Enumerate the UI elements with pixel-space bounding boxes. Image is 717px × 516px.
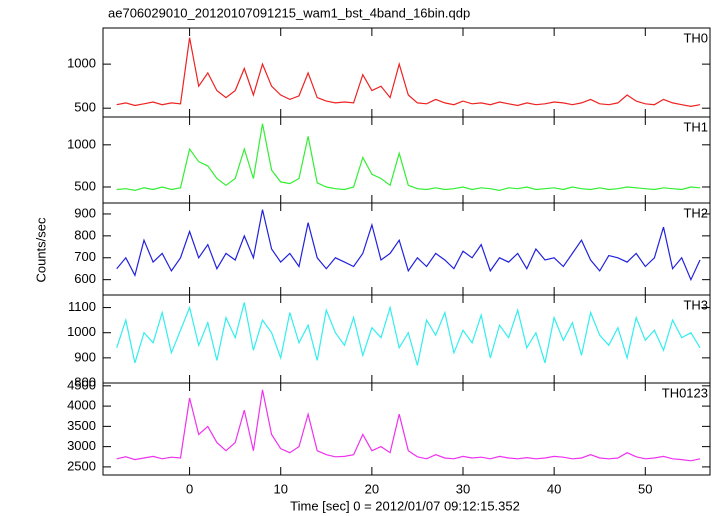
- series-line: [116, 302, 701, 366]
- y-tick-label: 700: [74, 249, 96, 264]
- y-tick-label: 1100: [68, 299, 96, 314]
- y-tick-label: 600: [74, 271, 96, 286]
- x-tick-label: 10: [273, 481, 287, 496]
- series-line: [116, 123, 701, 192]
- panel-frame: [102, 382, 711, 476]
- x-tick-label: 0: [186, 481, 193, 496]
- y-tick-label: 1000: [67, 324, 96, 339]
- panel-label: TH0123: [662, 385, 708, 400]
- x-axis-label: Time [sec] 0 = 2012/01/07 09:12:15.352: [290, 498, 520, 513]
- series-line: [116, 209, 701, 282]
- y-tick-label: 1000: [67, 136, 96, 151]
- panel-frame: [102, 27, 711, 118]
- y-tick-label: 500: [74, 178, 96, 193]
- x-tick-label: 50: [638, 481, 652, 496]
- panel-frame: [102, 116, 711, 204]
- y-tick-label: 800: [74, 227, 96, 242]
- y-tick-label: 3000: [67, 438, 96, 453]
- x-tick-label: 30: [456, 481, 470, 496]
- y-axis-label: Counts/sec: [33, 217, 48, 283]
- series-line: [116, 389, 701, 462]
- panel-frame: [102, 294, 711, 384]
- y-tick-label: 3500: [67, 418, 96, 433]
- y-tick-label: 2500: [67, 458, 96, 473]
- panel-label: TH1: [683, 119, 708, 134]
- y-tick-label: 4500: [67, 377, 96, 392]
- y-tick-label: 1000: [67, 56, 96, 71]
- panel-label: TH0: [683, 30, 708, 45]
- panel-label: TH3: [683, 297, 708, 312]
- y-tick-label: 500: [74, 100, 96, 115]
- x-tick-label: 20: [365, 481, 379, 496]
- panel-frame: [102, 202, 711, 296]
- chart-title: ae706029010_20120107091215_wam1_bst_4ban…: [108, 5, 470, 20]
- x-tick-label: 40: [547, 481, 561, 496]
- y-tick-label: 900: [74, 349, 96, 364]
- panel-label: TH2: [683, 205, 708, 220]
- y-tick-label: 900: [74, 205, 96, 220]
- series-line: [116, 37, 701, 108]
- y-tick-label: 800: [74, 374, 96, 389]
- y-tick-label: 4000: [67, 398, 96, 413]
